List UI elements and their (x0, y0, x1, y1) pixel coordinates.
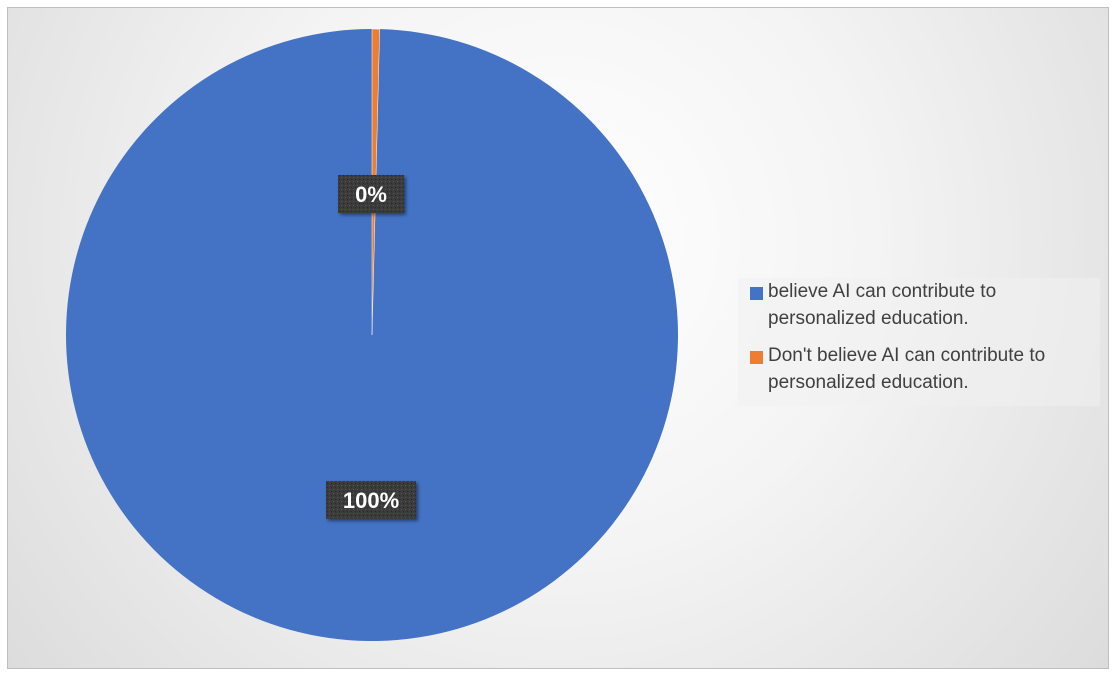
pie-slices (66, 28, 679, 642)
legend-label-believe: believe AI can contribute to personalize… (768, 281, 997, 329)
data-label-believe: 100% (326, 481, 416, 519)
legend: believe AI can contribute to personalize… (738, 278, 1100, 406)
pie-data-labels: 100% 0% (326, 175, 416, 519)
legend-label-dont-believe: Don't believe AI can contribute to perso… (768, 345, 1046, 393)
pie-chart: 100% 0% (66, 28, 679, 642)
data-label-dont-believe-text: 0% (355, 182, 387, 207)
legend-swatch-dont-believe (750, 351, 763, 364)
legend-item-believe: believe AI can contribute to personalize… (738, 278, 1100, 332)
chart-frame: 100% 0% believe AI can contribute to pers… (7, 7, 1109, 669)
data-label-dont-believe-box (338, 175, 404, 213)
data-label-dont-believe: 0% (338, 175, 404, 213)
legend-item-dont-believe: Don't believe AI can contribute to perso… (738, 342, 1100, 396)
legend-swatch-believe (750, 287, 763, 300)
data-label-believe-box (326, 481, 416, 519)
data-label-believe-text: 100% (343, 488, 399, 513)
